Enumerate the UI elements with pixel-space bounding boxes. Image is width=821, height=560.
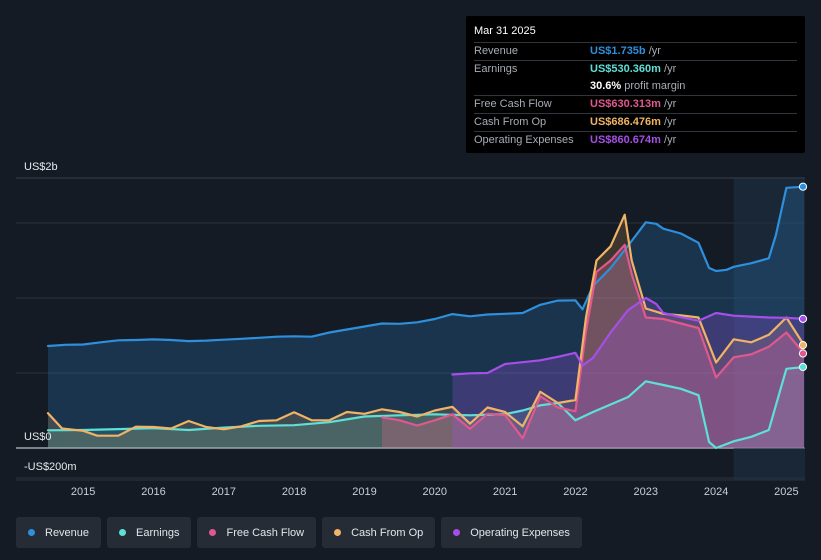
tooltip-value-amount: 30.6% <box>590 80 622 92</box>
tooltip-value-suffix: /yr <box>660 63 677 75</box>
x-tick-label: 2019 <box>352 486 376 498</box>
tooltip-key: Revenue <box>474 45 519 57</box>
tooltip-row: Earnings US$530.360m /yr <box>474 60 797 78</box>
legend-dot-icon <box>453 529 461 536</box>
tooltip: Mar 31 2025 Revenue US$1.735b /yr Earnings… <box>466 16 805 153</box>
legend-item-cash-from-op[interactable]: Cash From Op <box>322 517 436 548</box>
tooltip-value-amount: US$860.674m <box>590 134 661 146</box>
series-lines <box>46 185 806 450</box>
legend-label: Cash From Op <box>351 526 424 539</box>
tooltip-row: 30.6% profit margin <box>474 78 797 95</box>
earnings-end-dot <box>798 362 808 372</box>
legend-dot-icon <box>119 529 127 536</box>
legend-label: Free Cash Flow <box>226 526 305 539</box>
tooltip-value-suffix: /yr <box>660 98 677 110</box>
legend-dot-icon <box>334 529 342 536</box>
tooltip-key <box>474 78 590 95</box>
tooltip-value: US$630.313m /yr <box>590 96 676 113</box>
legend-item-free-cash-flow[interactable]: Free Cash Flow <box>197 517 317 548</box>
legend-dot-icon <box>28 529 35 536</box>
tooltip-value: US$1.735b /yr <box>590 43 661 60</box>
tooltip-value: 30.6% profit margin <box>590 78 685 95</box>
tooltip-row: Operating Expenses US$860.674m /yr <box>474 131 797 149</box>
legend-label: Operating Expenses <box>470 526 570 539</box>
tooltip-value: US$530.360m /yr <box>590 61 676 78</box>
y-label-negative: -US$200m <box>24 461 77 473</box>
x-tick-label: 2023 <box>634 486 658 498</box>
tooltip-row: Free Cash Flow US$630.313m /yr <box>474 95 797 113</box>
revenue-area <box>48 186 804 448</box>
tooltip-key: Operating Expenses <box>474 134 574 146</box>
legend-label: Earnings <box>136 526 180 539</box>
x-tick-label: 2018 <box>282 486 306 498</box>
operating-expenses-end-dot <box>798 314 808 323</box>
tooltip-key: Cash From Op <box>474 116 547 128</box>
x-tick-label: 2024 <box>704 486 728 498</box>
revenue-end-dot <box>798 182 808 191</box>
x-tick-label: 2025 <box>774 486 798 498</box>
tooltip-value: US$860.674m /yr <box>590 132 676 149</box>
legend: Revenue Earnings Free Cash Flow Cash From O… <box>16 517 582 548</box>
cash-from-op-area <box>48 214 804 448</box>
legend-item-operating-expenses[interactable]: Operating Expenses <box>441 517 582 548</box>
x-tick-label: 2021 <box>493 486 517 498</box>
legend-item-earnings[interactable]: Earnings <box>107 517 192 548</box>
operating-expenses-area <box>452 298 804 448</box>
x-tick-label: 2020 <box>423 486 447 498</box>
free-cash-flow-end-dot <box>798 349 808 358</box>
tooltip-date: Mar 31 2025 <box>474 25 536 37</box>
tooltip-value-suffix: /yr <box>660 116 677 128</box>
y-label-top: US$2b <box>24 161 58 173</box>
tooltip-value-suffix: /yr <box>660 134 677 146</box>
x-tick-label: 2022 <box>563 486 587 498</box>
revenue-line <box>46 185 806 348</box>
x-tick-label: 2015 <box>71 486 95 498</box>
tooltip-value-amount: US$530.360m <box>590 63 661 75</box>
tooltip-value-amount: US$686.476m <box>590 116 661 128</box>
x-tick-label: 2016 <box>141 486 165 498</box>
legend-item-revenue[interactable]: Revenue <box>16 517 102 548</box>
cash-from-op-end-dot <box>798 341 808 350</box>
series-end-dots <box>798 182 808 372</box>
tooltip-value-amount: US$1.735b <box>590 45 646 57</box>
gridlines <box>16 177 805 479</box>
free-cash-flow-line <box>380 243 806 440</box>
tooltip-key: Earnings <box>474 63 518 75</box>
legend-dot-icon <box>209 529 217 536</box>
x-tick-label: 2017 <box>212 486 236 498</box>
tooltip-value-amount: US$630.313m <box>590 98 661 110</box>
tooltip-value: US$686.476m /yr <box>590 114 676 131</box>
tooltip-row: Revenue US$1.735b /yr <box>474 42 797 60</box>
y-label-zero: US$0 <box>24 431 52 443</box>
tooltip-row: Cash From Op US$686.476m /yr <box>474 113 797 131</box>
x-axis: 2015 2016 2017 2018 2019 2020 2021 2022 2023 2024… <box>16 479 805 498</box>
tooltip-value-suffix: /yr <box>645 45 661 57</box>
operating-expenses-line <box>451 296 806 376</box>
legend-label: Revenue <box>45 526 90 539</box>
tooltip-value-suffix: profit margin <box>621 80 686 92</box>
tooltip-key: Free Cash Flow <box>474 98 552 110</box>
